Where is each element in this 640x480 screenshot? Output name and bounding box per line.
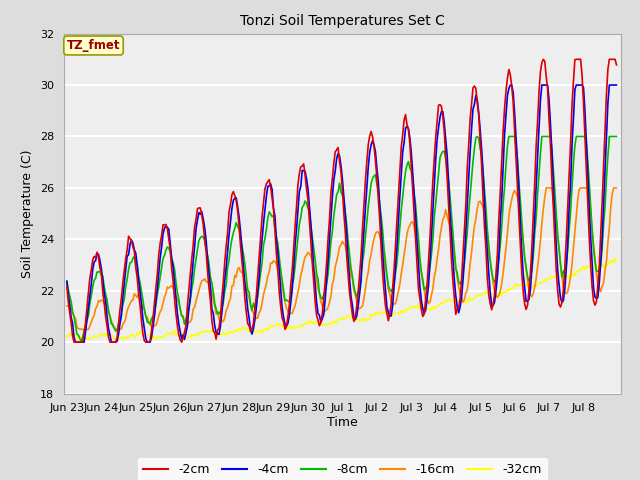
Title: Tonzi Soil Temperatures Set C: Tonzi Soil Temperatures Set C <box>240 14 445 28</box>
Text: TZ_fmet: TZ_fmet <box>67 39 120 52</box>
Legend: -2cm, -4cm, -8cm, -16cm, -32cm: -2cm, -4cm, -8cm, -16cm, -32cm <box>138 458 547 480</box>
X-axis label: Time: Time <box>327 416 358 429</box>
Y-axis label: Soil Temperature (C): Soil Temperature (C) <box>22 149 35 278</box>
